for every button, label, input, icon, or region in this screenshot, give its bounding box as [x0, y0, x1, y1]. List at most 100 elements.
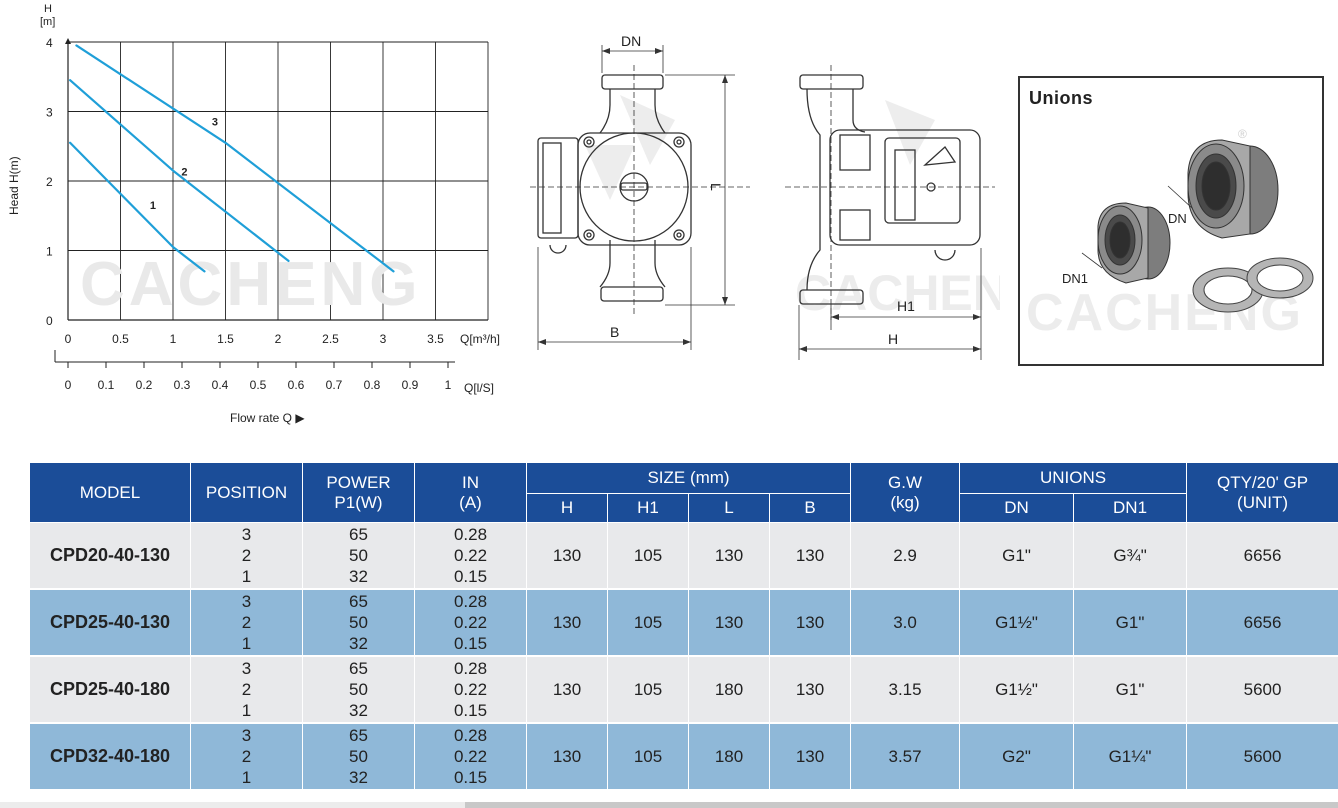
unions-title: Unions	[1029, 88, 1093, 108]
x-tick-label-ls: 0.8	[364, 378, 381, 392]
cell-positions: 3 2 1	[190, 656, 303, 724]
y-tick-label: 4	[46, 36, 53, 50]
header-size-l: L	[688, 493, 770, 523]
cell-current-value: 0.28	[453, 592, 488, 611]
header-size-h: H	[526, 493, 608, 523]
cell-power-value: 65	[349, 659, 368, 678]
cell-dn: G2"	[959, 723, 1075, 791]
union-label-dn: DN	[1168, 211, 1187, 226]
cell-l: 130	[688, 589, 770, 657]
header-unions-dn: DN	[959, 493, 1075, 523]
cell-dn1: G1"	[1073, 656, 1188, 724]
cell-positions: 3 2 1	[190, 522, 303, 590]
front-watermark	[585, 95, 675, 200]
cell-dn: G1½"	[959, 589, 1075, 657]
cell-positions: 3 2 1	[190, 723, 303, 791]
cell-power: 65 50 32	[302, 723, 415, 791]
x-tick-label-ls: 0.2	[136, 378, 153, 392]
x-tick-label-m3h: 2.5	[322, 332, 339, 346]
cell-power: 65 50 32	[302, 589, 415, 657]
cell-dn: G1½"	[959, 656, 1075, 724]
cell-power-value: 65	[349, 726, 368, 745]
cell-l: 130	[688, 522, 770, 590]
dim-label-h1: H1	[897, 298, 915, 314]
cell-model: CPD20-40-130	[29, 522, 191, 590]
cell-gw: 3.0	[850, 589, 961, 657]
cell-power: 65 50 32	[302, 522, 415, 590]
cell-h1: 105	[607, 522, 689, 590]
cell-h: 130	[526, 723, 608, 791]
cell-power-value: 50	[349, 747, 368, 766]
gasket-rings	[1192, 257, 1314, 313]
cell-power-value: 32	[349, 701, 368, 720]
cell-current-value: 0.28	[453, 525, 488, 544]
cell-b: 130	[768, 656, 852, 724]
cell-model: CPD25-40-130	[29, 589, 191, 657]
cell-positions-value: 3	[241, 659, 252, 678]
cell-power-value: 50	[349, 680, 368, 699]
cell-positions-value: 3	[241, 592, 252, 611]
cell-positions-value: 3	[241, 525, 252, 544]
cell-current-value: 0.28	[453, 659, 488, 678]
cell-power-value: 65	[349, 525, 368, 544]
x-tick-label-m3h: 0.5	[112, 332, 129, 346]
cell-current-value: 0.22	[453, 747, 488, 766]
x-tick-label-m3h: 0	[65, 332, 72, 346]
header-unions-dn1: DN1	[1073, 493, 1188, 523]
chart-watermark: CACHENG	[80, 250, 421, 319]
cell-b: 130	[768, 522, 852, 590]
cell-power-value: 32	[349, 768, 368, 787]
header-size-h1: H1	[607, 493, 689, 523]
x-tick-label-ls: 0.7	[326, 378, 343, 392]
x-tick-label-ls: 0.1	[98, 378, 115, 392]
chart-series-group	[69, 44, 395, 273]
y-axis-title: Head H(m)	[7, 156, 21, 215]
chart-text-group: 0 1 2 3 4 0 0.5 1 1.5 2 2.5 3 3.5 0 0.1 0.2 0.3 0.4 0.5 0.6…	[7, 3, 500, 425]
cell-dn1: G¾"	[1073, 522, 1188, 590]
cell-power-value: 50	[349, 613, 368, 632]
unions-panel: CACHENG ® DN DN1	[1018, 76, 1324, 366]
cell-current: 0.28 0.22 0.15	[414, 589, 527, 657]
header-size: SIZE (mm)	[525, 462, 852, 494]
table-row: CPD25-40-180 3 2 1 65 50 32 0.28 0.22 0.15 130 105 1…	[29, 656, 1338, 724]
cell-current: 0.28 0.22 0.15	[414, 522, 527, 590]
cell-dn: G1"	[959, 522, 1075, 590]
small-union-fitting	[1097, 202, 1171, 284]
cell-power: 65 50 32	[302, 656, 415, 724]
header-model: MODEL	[29, 462, 191, 523]
cell-power-value: 50	[349, 546, 368, 565]
side-watermark: CACHENG	[795, 100, 1000, 321]
x-tick-label-ls: 0.4	[212, 378, 229, 392]
y-tick-label: 0	[46, 314, 53, 328]
cell-gw: 2.9	[850, 522, 961, 590]
cell-b: 130	[768, 589, 852, 657]
cell-dn1: G1¼"	[1073, 723, 1188, 791]
dim-label-l: L	[708, 183, 724, 191]
cell-dn1: G1"	[1073, 589, 1188, 657]
cell-gw: 3.57	[850, 723, 961, 791]
header-size-b: B	[768, 493, 852, 523]
cell-h1: 105	[607, 589, 689, 657]
x-tick-label-m3h: 3	[380, 332, 387, 346]
cell-gw: 3.15	[850, 656, 961, 724]
cell-h1: 105	[607, 656, 689, 724]
cell-h: 130	[526, 522, 608, 590]
cell-positions-value: 2	[241, 613, 252, 632]
cell-qty: 5600	[1186, 656, 1338, 724]
curve-label-1: 1	[150, 200, 156, 212]
y-axis-unit: [m]	[40, 16, 55, 28]
table-row: CPD32-40-180 3 2 1 65 50 32 0.28 0.22 0.15 130 105 1…	[29, 723, 1338, 791]
cell-positions-value: 1	[241, 567, 252, 586]
union-label-dn1: DN1	[1062, 271, 1088, 286]
cell-current-value: 0.22	[453, 680, 488, 699]
x-tick-label-ls: 0	[65, 378, 72, 392]
chart-grid	[54, 38, 489, 368]
y-tick-label: 3	[46, 106, 53, 120]
cell-model: CPD25-40-180	[29, 656, 191, 724]
cell-b: 130	[768, 723, 852, 791]
cell-l: 180	[688, 723, 770, 791]
cell-current: 0.28 0.22 0.15	[414, 656, 527, 724]
cell-h: 130	[526, 589, 608, 657]
unions-illustration: CACHENG ® DN DN1	[1026, 127, 1314, 342]
